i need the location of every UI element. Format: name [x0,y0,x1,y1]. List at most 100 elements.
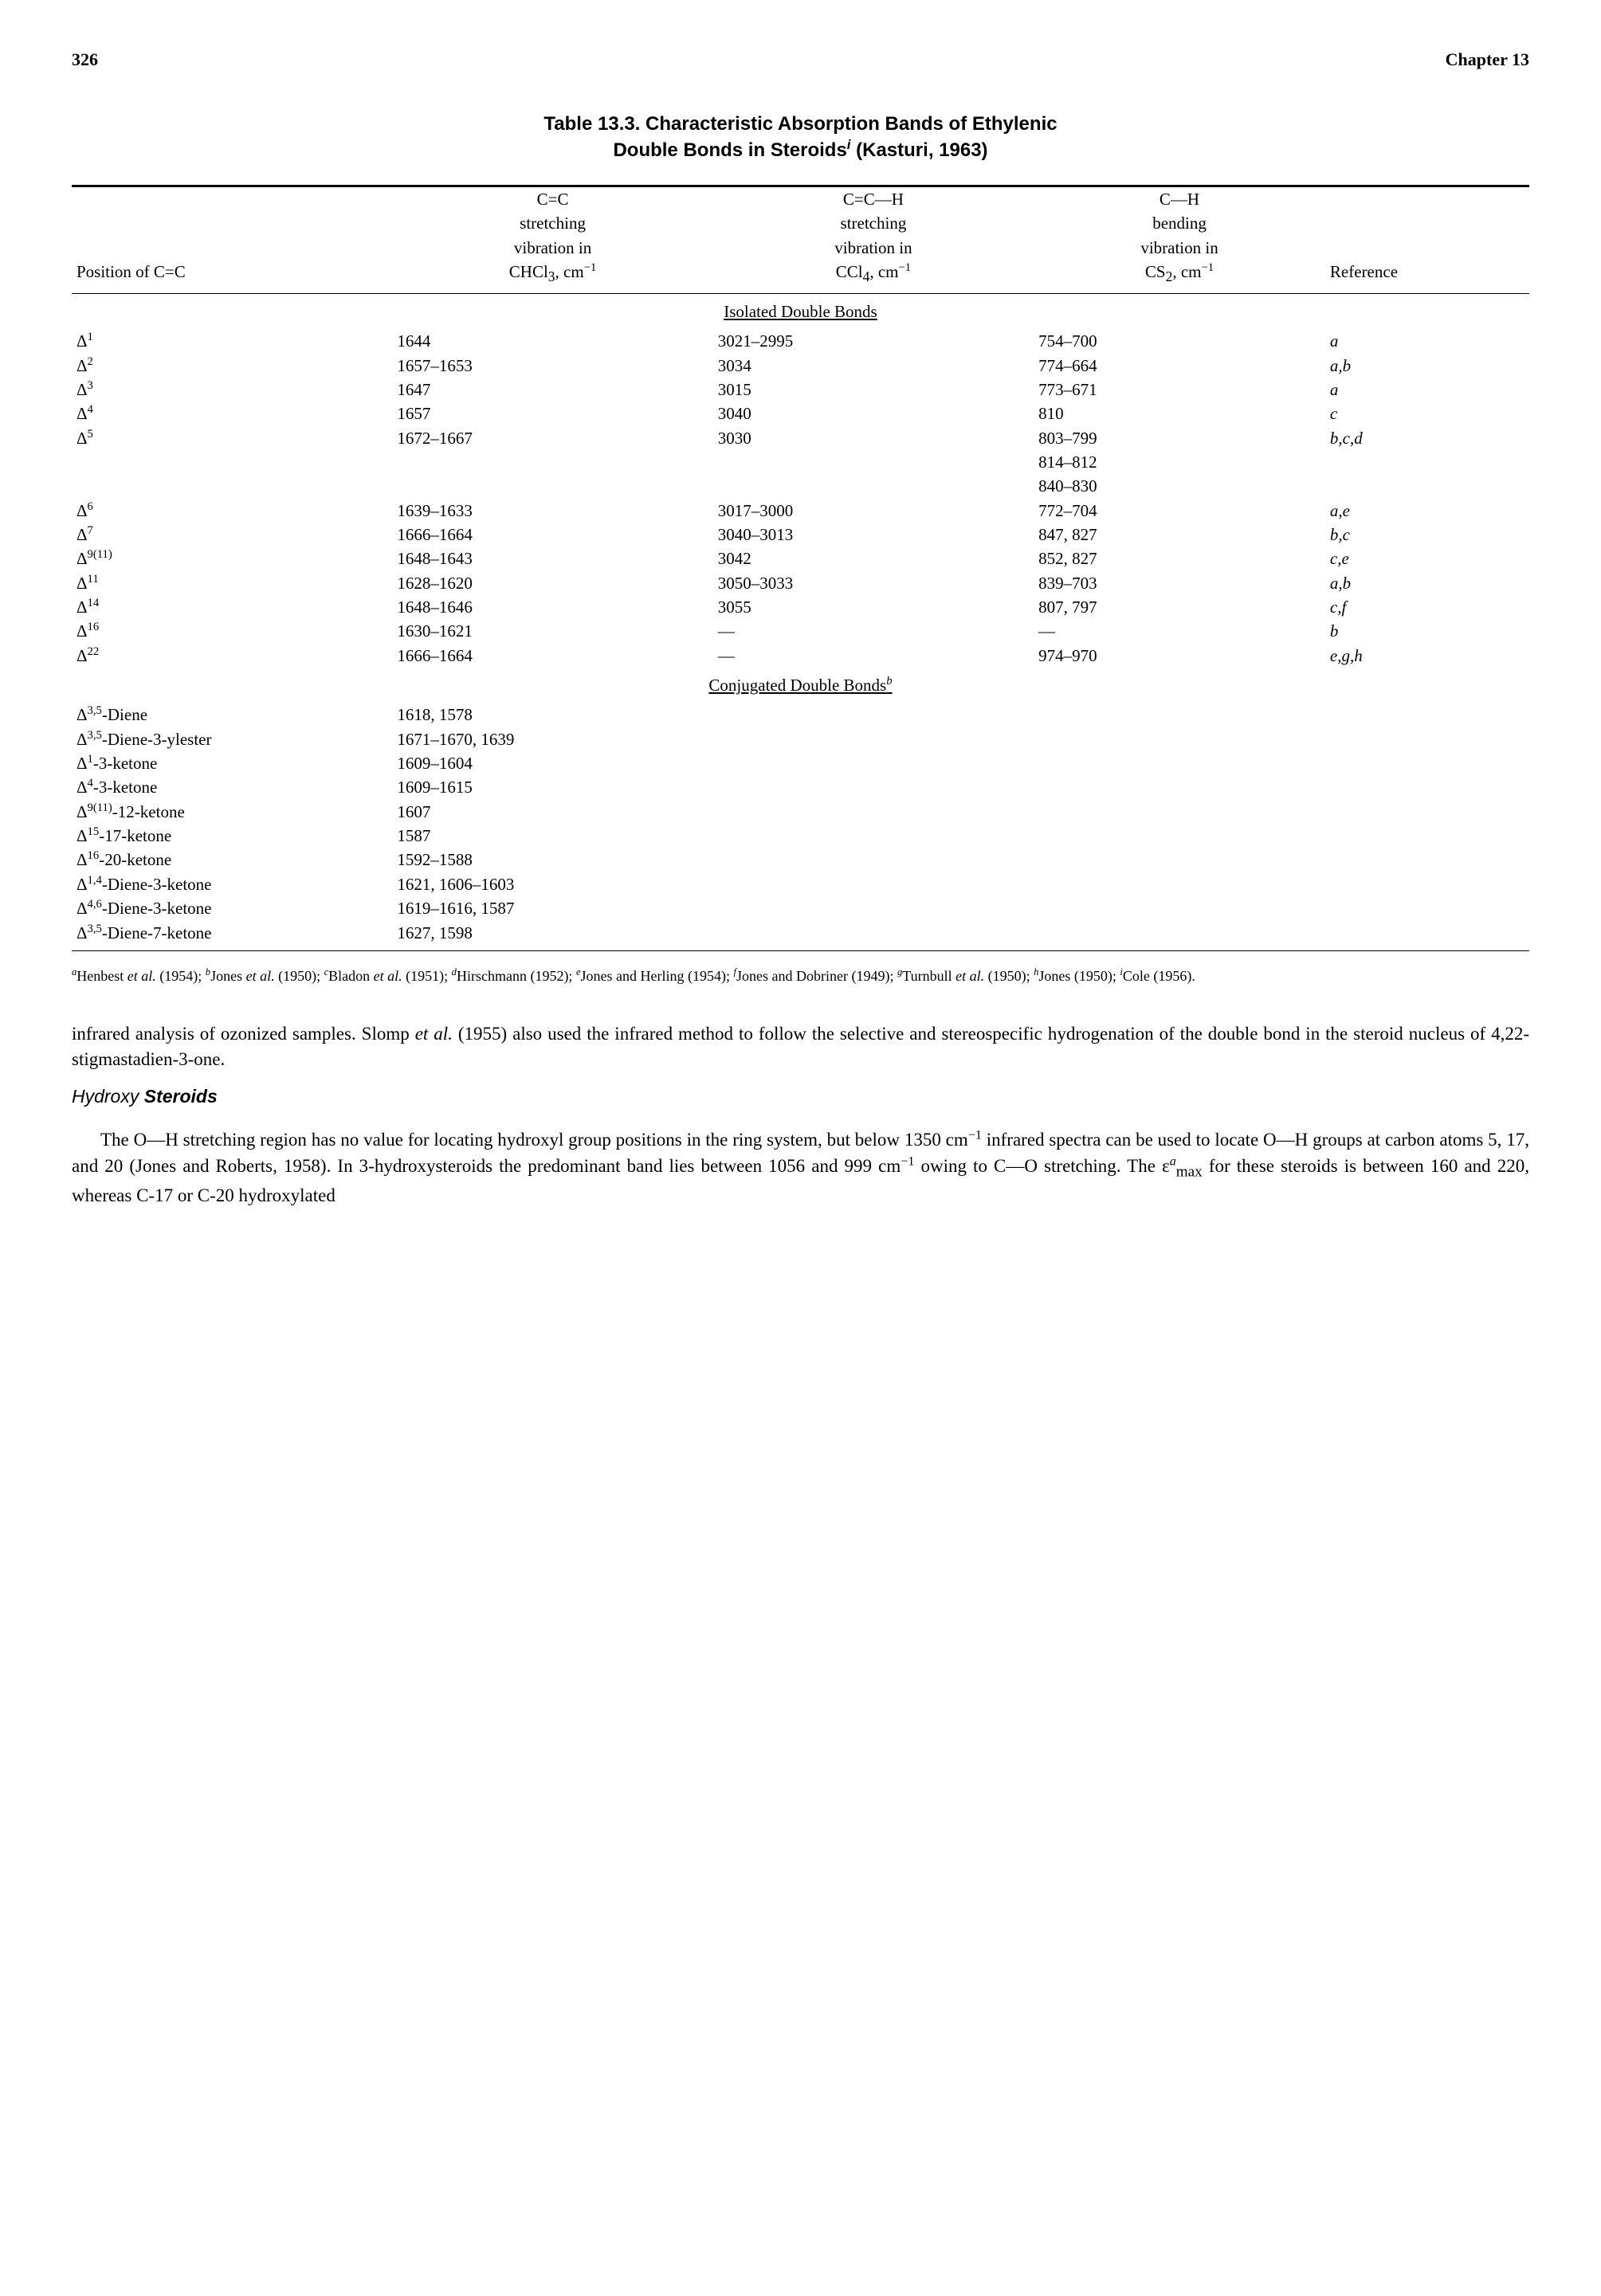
col-unit-ch: CS2, cm−1 [1034,260,1325,293]
cell-cch: 3050–3033 [713,571,1034,595]
cell-cch: 3015 [713,378,1034,402]
cell-position: Δ3,5-Diene-7-ketone [72,921,392,951]
cell-cc: 1639–1633 [392,499,712,523]
table-row: Δ1-3-ketone1609–1604 [72,751,1529,775]
table-row: Δ221666–1664—974–970e,g,h [72,644,1529,668]
cell-cch [713,474,1034,498]
cell-ref [1325,703,1529,727]
cell-cch [713,727,1034,751]
cell-position: Δ3,5-Diene [72,703,392,727]
table-row: Δ116443021–2995754–700a [72,329,1529,353]
cell-ref [1325,921,1529,951]
cell-cc: 1666–1664 [392,644,712,668]
table-row: Δ16-20-ketone1592–1588 [72,848,1529,872]
cell-ch [1034,703,1325,727]
cell-position [72,450,392,474]
table-caption: Table 13.3. Characteristic Absorption Ba… [254,112,1348,163]
table-row: Δ4,6-Diene-3-ketone1619–1616, 1587 [72,896,1529,920]
col-unit-cc: CHCl3, cm−1 [392,260,712,293]
cell-cch [713,872,1034,896]
absorption-table: C=C C=C—H C—H stretching stretching bend… [72,185,1529,951]
col-sub2-cch: vibration in [713,236,1034,260]
table-section-row: Isolated Double Bonds [72,293,1529,329]
cell-cch [713,848,1034,872]
cell-cch: 3030 [713,426,1034,450]
col-sub2-ch: vibration in [1034,236,1325,260]
cell-ch: 974–970 [1034,644,1325,668]
cell-ch [1034,800,1325,824]
cell-position: Δ9(11) [72,547,392,570]
cell-cc: 1647 [392,378,712,402]
table-row: Δ4-3-ketone1609–1615 [72,775,1529,799]
subheading-hydroxy: Hydroxy Steroids [72,1084,1529,1109]
cell-ref: c [1325,402,1529,425]
cell-ch: 814–812 [1034,450,1325,474]
cell-ref: e,g,h [1325,644,1529,668]
cell-position: Δ1-3-ketone [72,751,392,775]
cell-ref: a,b [1325,354,1529,378]
cell-cch: — [713,644,1034,668]
cell-cc: 1618, 1578 [392,703,712,727]
cell-ref: b,c [1325,523,1529,547]
col-header-position [72,186,392,212]
cell-cch [713,751,1034,775]
col-sub-cc: stretching [392,211,712,235]
cell-cc: 1630–1621 [392,619,712,643]
caption-line-1: Table 13.3. Characteristic Absorption Ba… [543,113,1057,135]
cell-ref: a [1325,378,1529,402]
col-header-pos-label: Position of C=C [72,260,392,293]
cell-cch [713,896,1034,920]
col-header-ref: Reference [1325,260,1529,293]
table-row: Δ3,5-Diene-7-ketone1627, 1598 [72,921,1529,951]
page-number: 326 [72,48,98,72]
cell-ch: 803–799 [1034,426,1325,450]
cell-position: Δ1 [72,329,392,353]
cell-ch [1034,727,1325,751]
cell-ref: c,f [1325,595,1529,619]
cell-position [72,474,392,498]
cell-ref [1325,474,1529,498]
chapter-label: Chapter 13 [1446,48,1529,72]
cell-ref [1325,751,1529,775]
cell-position: Δ5 [72,426,392,450]
body-paragraph-1: infrared analysis of ozonized samples. S… [72,1021,1529,1072]
cell-position: Δ22 [72,644,392,668]
cell-cc: 1628–1620 [392,571,712,595]
cell-ch: 840–830 [1034,474,1325,498]
cell-position: Δ3,5-Diene-3-ylester [72,727,392,751]
table-row: 814–812 [72,450,1529,474]
cell-ch: 807, 797 [1034,595,1325,619]
cell-ch [1034,921,1325,951]
cell-cc [392,450,712,474]
cell-position: Δ3 [72,378,392,402]
cell-cc: 1607 [392,800,712,824]
cell-cch: 3042 [713,547,1034,570]
cell-cc: 1672–1667 [392,426,712,450]
cell-cch: 3021–2995 [713,329,1034,353]
cell-ch: — [1034,619,1325,643]
cell-cch: — [713,619,1034,643]
cell-position: Δ1,4-Diene-3-ketone [72,872,392,896]
cell-ch: 773–671 [1034,378,1325,402]
cell-position: Δ14 [72,595,392,619]
cell-ch [1034,775,1325,799]
table-body: Isolated Double BondsΔ116443021–2995754–… [72,293,1529,950]
cell-cch [713,775,1034,799]
table-row: Δ9(11)-12-ketone1607 [72,800,1529,824]
cell-position: Δ4 [72,402,392,425]
cell-cc: 1587 [392,824,712,848]
cell-ch [1034,751,1325,775]
cell-position: Δ2 [72,354,392,378]
cell-ref: a [1325,329,1529,353]
cell-position: Δ11 [72,571,392,595]
page-header: 326 Chapter 13 [72,48,1529,72]
cell-ch: 852, 827 [1034,547,1325,570]
col-header-ch: C—H [1034,186,1325,212]
col-sub2-cc: vibration in [392,236,712,260]
cell-ch: 847, 827 [1034,523,1325,547]
cell-position: Δ16 [72,619,392,643]
cell-cch: 3034 [713,354,1034,378]
cell-ref: c,e [1325,547,1529,570]
cell-cc: 1592–1588 [392,848,712,872]
cell-cch [713,824,1034,848]
